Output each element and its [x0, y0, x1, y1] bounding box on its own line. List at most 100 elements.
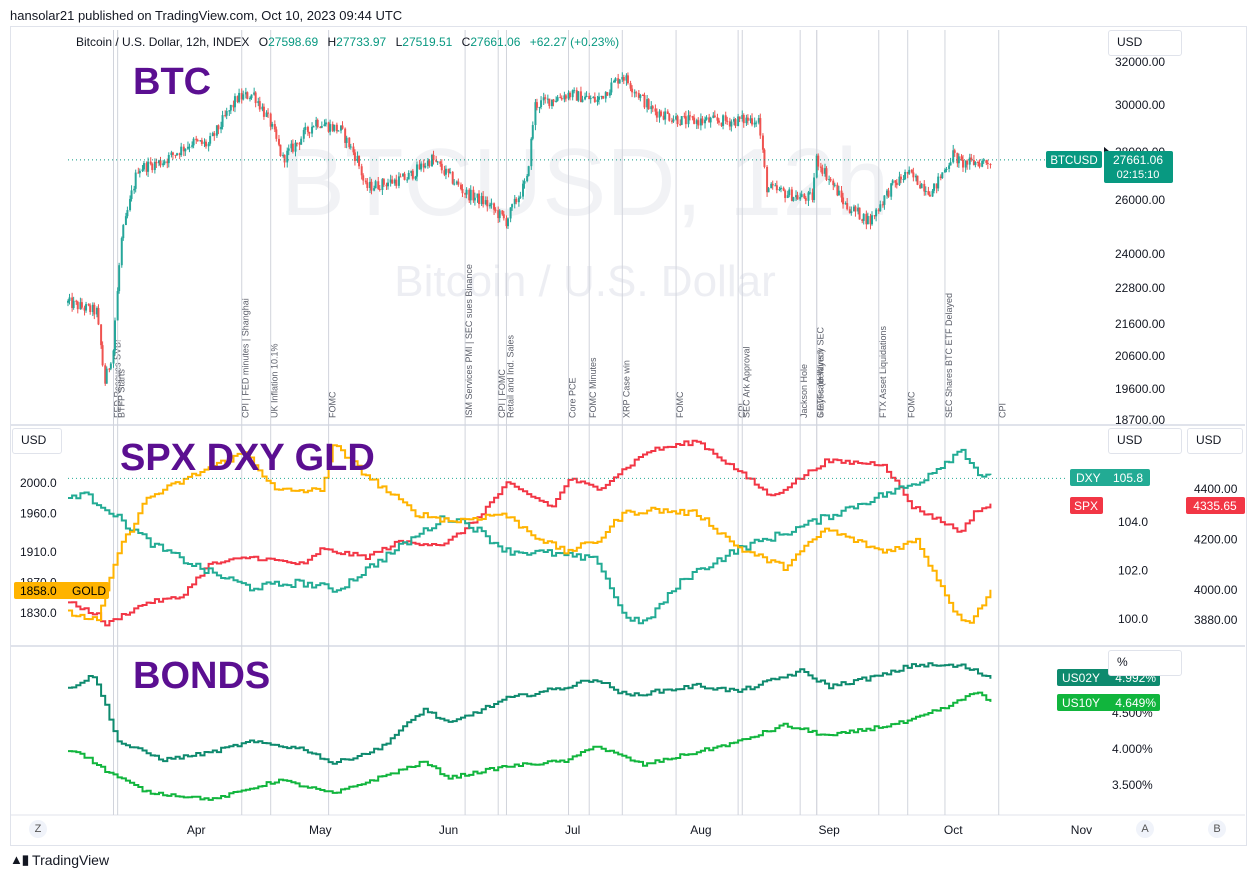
btc-candle-body [546, 98, 549, 100]
btc-candle-body [633, 92, 636, 94]
btc-price-tick: 26000.00 [1115, 193, 1165, 207]
btc-candle-body [912, 172, 915, 178]
btc-candle-body [941, 172, 944, 179]
btc-candle-body [563, 95, 566, 100]
btc-candle-body [414, 176, 417, 179]
btc-candle-body [236, 96, 239, 102]
btc-candle-body [163, 161, 166, 164]
btc-candle-body [726, 120, 729, 122]
btc-candle-body [567, 92, 570, 99]
btc-candle-body [93, 304, 96, 315]
btc-candle-body [273, 124, 276, 130]
btc-candle-body [712, 115, 715, 118]
tradingview-logo[interactable]: ▲▮ TradingView [10, 852, 109, 868]
event-label: ISM Services PMI | SEC sues Binance [464, 264, 474, 418]
zoom-button[interactable]: Z [29, 820, 47, 838]
series-line-spx [68, 439, 992, 627]
btc-candle-body [100, 324, 103, 346]
btc-candle-body [829, 178, 832, 181]
btc-candle-body [387, 182, 390, 187]
btc-candle-body [395, 179, 398, 186]
btc-unit-selector[interactable]: USD [1108, 30, 1182, 56]
event-label: Retail and Ind. Sales [505, 334, 515, 418]
btc-price-tick: 30000.00 [1115, 98, 1165, 112]
btc-candle-body [215, 125, 218, 136]
event-label: Grayscale Wins v SEC [816, 326, 826, 418]
btc-candle-body [720, 122, 723, 126]
b-button-label: B [1213, 823, 1221, 835]
btc-candle-body [109, 363, 112, 369]
btc-candle-body [914, 175, 917, 178]
mid-left-unit-selector[interactable]: USD [12, 428, 62, 454]
btc-candle-body [505, 218, 508, 227]
btc-candle-body [949, 162, 952, 166]
btc-candle-body [916, 175, 919, 185]
btc-candle-body [389, 179, 392, 183]
btc-candle-body [895, 182, 898, 186]
btc-candle-body [254, 92, 257, 104]
spx-axis-tick: 4400.00 [1194, 482, 1238, 496]
btc-candle-body [948, 165, 951, 169]
btc-candle-body [122, 225, 125, 239]
btc-candle-body [478, 193, 481, 205]
btc-candle-body [134, 172, 137, 189]
time-axis-tick: Jul [565, 823, 580, 837]
b-button[interactable]: B [1208, 820, 1226, 838]
btc-candle-body [928, 194, 931, 197]
btc-candle-body [910, 169, 913, 173]
btc-candle-body [493, 203, 496, 210]
btc-candle-body [232, 104, 235, 108]
mid-outer-unit-selector[interactable]: USD [1187, 428, 1243, 454]
btc-candle-body [186, 146, 189, 149]
event-label: 6 ETFs (delayed) [816, 349, 826, 418]
btc-candle-body [497, 210, 500, 219]
btc-candle-body [986, 162, 989, 165]
btc-candle-body [825, 168, 828, 180]
btc-tag-price: 27661.06 [1113, 153, 1163, 167]
btc-candle-body [440, 163, 443, 171]
btc-candle-body [579, 91, 582, 103]
btc-price-tick: 22800.00 [1115, 281, 1165, 295]
btc-candle-body [114, 320, 117, 351]
chart-frame[interactable] [10, 26, 1247, 846]
btc-candle-body [220, 126, 223, 130]
btc-candle-body [283, 154, 286, 163]
btc-candle-body [311, 126, 314, 134]
btc-candle-body [290, 143, 293, 149]
mid-right-unit-selector[interactable]: USD [1108, 428, 1182, 454]
btc-candle-body [166, 161, 169, 164]
btc-candle-body [589, 98, 592, 100]
btc-candle-body [176, 153, 179, 156]
spx-axis-tick: 4200.00 [1194, 532, 1238, 546]
btc-candle-body [526, 175, 529, 182]
high-label: H [328, 35, 337, 49]
btc-candle-body [717, 120, 720, 123]
publish-line: hansolar21 published on TradingView.com,… [10, 8, 403, 23]
btc-candle-body [296, 142, 299, 144]
btc-candle-body [523, 181, 526, 184]
btc-candle-body [654, 108, 657, 112]
btc-candle-body [608, 92, 611, 96]
btc-candle-body [374, 181, 377, 189]
btc-candle-body [651, 106, 654, 109]
btc-candle-body [904, 171, 907, 180]
btc-candle-body [95, 307, 98, 315]
btc-candle-body [745, 117, 748, 124]
btc-candle-body [271, 124, 274, 127]
btc-candle-body [771, 183, 774, 186]
btc-candle-body [713, 115, 716, 118]
bonds-unit-selector[interactable]: % [1108, 650, 1182, 676]
btc-candle-body [403, 173, 406, 180]
btc-candle-body [813, 177, 816, 200]
auto-scale-button[interactable]: A [1136, 820, 1154, 838]
btc-candle-body [559, 97, 562, 99]
dxy-tag: DXY 105.8 [1070, 469, 1150, 486]
event-label: XRP Case win [621, 360, 631, 418]
spx-tag-name: SPX [1074, 499, 1098, 513]
btc-candle-body [377, 181, 380, 189]
close-value: 27661.06 [470, 35, 520, 49]
dxy-axis-tick: 102.0 [1118, 564, 1148, 578]
btc-candle-body [556, 97, 559, 101]
tradingview-logo-icon: ▲▮ [10, 852, 29, 867]
